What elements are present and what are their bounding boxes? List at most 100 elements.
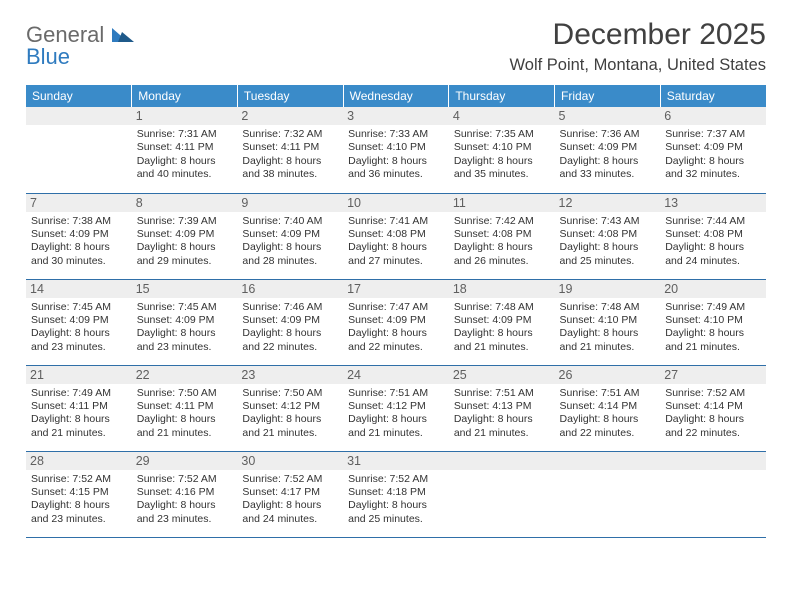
- day-detail-line: Daylight: 8 hours: [348, 241, 444, 254]
- day-number: [449, 452, 555, 470]
- day-detail-line: and 38 minutes.: [242, 168, 338, 181]
- month-title: December 2025: [510, 18, 767, 52]
- day-detail-line: and 27 minutes.: [348, 255, 444, 268]
- week-row: 7Sunrise: 7:38 AMSunset: 4:09 PMDaylight…: [26, 193, 766, 279]
- location-text: Wolf Point, Montana, United States: [510, 56, 767, 75]
- day-detail-line: Sunset: 4:09 PM: [137, 314, 233, 327]
- day-detail-line: Sunrise: 7:52 AM: [137, 473, 233, 486]
- day-number: 3: [343, 107, 449, 125]
- day-cell: 10Sunrise: 7:41 AMSunset: 4:08 PMDayligh…: [343, 193, 449, 279]
- day-detail-line: Sunset: 4:10 PM: [560, 314, 656, 327]
- day-detail-line: and 22 minutes.: [560, 427, 656, 440]
- day-number: 5: [555, 107, 661, 125]
- day-number: 28: [26, 452, 132, 470]
- day-details: Sunrise: 7:49 AMSunset: 4:10 PMDaylight:…: [665, 301, 761, 355]
- day-details: Sunrise: 7:32 AMSunset: 4:11 PMDaylight:…: [242, 128, 338, 182]
- day-cell: 30Sunrise: 7:52 AMSunset: 4:17 PMDayligh…: [237, 451, 343, 537]
- logo-text-block: General Blue: [26, 24, 134, 68]
- day-number: 22: [132, 366, 238, 384]
- day-details: Sunrise: 7:47 AMSunset: 4:09 PMDaylight:…: [348, 301, 444, 355]
- day-cell: 17 Sunrise: 7:47 AMSunset: 4:09 PMDayligh…: [343, 279, 449, 365]
- day-detail-line: Sunset: 4:15 PM: [31, 486, 127, 499]
- day-detail-line: and 26 minutes.: [454, 255, 550, 268]
- header: General Blue December 2025 Wolf Point, M…: [26, 18, 766, 75]
- day-detail-line: Sunset: 4:09 PM: [31, 314, 127, 327]
- day-detail-line: and 22 minutes.: [348, 341, 444, 354]
- day-details: Sunrise: 7:46 AMSunset: 4:09 PMDaylight:…: [242, 301, 338, 355]
- day-details: Sunrise: 7:39 AMSunset: 4:09 PMDaylight:…: [137, 215, 233, 269]
- day-cell: 28Sunrise: 7:52 AMSunset: 4:15 PMDayligh…: [26, 451, 132, 537]
- day-detail-line: Sunset: 4:11 PM: [242, 141, 338, 154]
- day-cell: 22Sunrise: 7:50 AMSunset: 4:11 PMDayligh…: [132, 365, 238, 451]
- day-cell: [449, 451, 555, 537]
- day-detail-line: and 24 minutes.: [665, 255, 761, 268]
- day-detail-line: and 25 minutes.: [348, 513, 444, 526]
- day-details: Sunrise: 7:41 AMSunset: 4:08 PMDaylight:…: [348, 215, 444, 269]
- day-detail-line: Sunrise: 7:47 AM: [348, 301, 444, 314]
- day-detail-line: Daylight: 8 hours: [348, 327, 444, 340]
- day-detail-line: Sunrise: 7:49 AM: [665, 301, 761, 314]
- day-details: Sunrise: 7:52 AMSunset: 4:16 PMDaylight:…: [137, 473, 233, 527]
- day-detail-line: Sunrise: 7:45 AM: [31, 301, 127, 314]
- day-header: Tuesday: [237, 85, 343, 107]
- week-row: 1Sunrise: 7:31 AMSunset: 4:11 PMDaylight…: [26, 107, 766, 193]
- day-detail-line: Sunset: 4:09 PM: [454, 314, 550, 327]
- day-details: Sunrise: 7:45 AMSunset: 4:09 PMDaylight:…: [137, 301, 233, 355]
- day-detail-line: Sunset: 4:08 PM: [560, 228, 656, 241]
- day-detail-line: Sunrise: 7:51 AM: [560, 387, 656, 400]
- day-cell: 2Sunrise: 7:32 AMSunset: 4:11 PMDaylight…: [237, 107, 343, 193]
- day-number: [660, 452, 766, 470]
- day-details: Sunrise: 7:52 AMSunset: 4:14 PMDaylight:…: [665, 387, 761, 441]
- day-details: Sunrise: 7:48 AMSunset: 4:09 PMDaylight:…: [454, 301, 550, 355]
- day-cell: 19Sunrise: 7:48 AMSunset: 4:10 PMDayligh…: [555, 279, 661, 365]
- day-detail-line: Daylight: 8 hours: [242, 413, 338, 426]
- day-number: 29: [132, 452, 238, 470]
- day-details: Sunrise: 7:49 AMSunset: 4:11 PMDaylight:…: [31, 387, 127, 441]
- day-detail-line: and 28 minutes.: [242, 255, 338, 268]
- day-detail-line: Sunrise: 7:42 AM: [454, 215, 550, 228]
- day-number: 9: [237, 194, 343, 212]
- day-detail-line: and 21 minutes.: [348, 427, 444, 440]
- day-detail-line: Sunrise: 7:35 AM: [454, 128, 550, 141]
- day-detail-line: Daylight: 8 hours: [137, 241, 233, 254]
- week-row: 21Sunrise: 7:49 AMSunset: 4:11 PMDayligh…: [26, 365, 766, 451]
- day-cell: 11Sunrise: 7:42 AMSunset: 4:08 PMDayligh…: [449, 193, 555, 279]
- day-details: Sunrise: 7:36 AMSunset: 4:09 PMDaylight:…: [560, 128, 656, 182]
- day-detail-line: Sunset: 4:11 PM: [137, 141, 233, 154]
- day-detail-line: Sunset: 4:09 PM: [665, 141, 761, 154]
- day-detail-line: Sunrise: 7:38 AM: [31, 215, 127, 228]
- day-detail-line: Daylight: 8 hours: [560, 241, 656, 254]
- day-detail-line: Daylight: 8 hours: [242, 241, 338, 254]
- day-detail-line: Sunset: 4:08 PM: [665, 228, 761, 241]
- day-detail-line: Daylight: 8 hours: [665, 155, 761, 168]
- day-detail-line: Daylight: 8 hours: [560, 327, 656, 340]
- day-detail-line: Sunset: 4:12 PM: [242, 400, 338, 413]
- day-cell: 25Sunrise: 7:51 AMSunset: 4:13 PMDayligh…: [449, 365, 555, 451]
- day-detail-line: Daylight: 8 hours: [31, 499, 127, 512]
- day-detail-line: Sunset: 4:16 PM: [137, 486, 233, 499]
- day-detail-line: Sunset: 4:10 PM: [348, 141, 444, 154]
- day-detail-line: and 21 minutes.: [31, 427, 127, 440]
- day-detail-line: Sunset: 4:09 PM: [242, 228, 338, 241]
- day-cell: [555, 451, 661, 537]
- day-detail-line: Sunset: 4:10 PM: [665, 314, 761, 327]
- day-detail-line: and 24 minutes.: [242, 513, 338, 526]
- day-header: Sunday: [26, 85, 132, 107]
- day-number: 17: [343, 280, 449, 298]
- day-detail-line: Sunset: 4:12 PM: [348, 400, 444, 413]
- day-detail-line: Sunset: 4:09 PM: [31, 228, 127, 241]
- day-detail-line: Daylight: 8 hours: [454, 241, 550, 254]
- title-block: December 2025 Wolf Point, Montana, Unite…: [510, 18, 767, 75]
- day-detail-line: Daylight: 8 hours: [454, 155, 550, 168]
- day-detail-line: and 23 minutes.: [31, 341, 127, 354]
- day-detail-line: Daylight: 8 hours: [31, 413, 127, 426]
- day-detail-line: Daylight: 8 hours: [242, 499, 338, 512]
- day-detail-line: and 29 minutes.: [137, 255, 233, 268]
- day-details: Sunrise: 7:51 AMSunset: 4:13 PMDaylight:…: [454, 387, 550, 441]
- day-detail-line: and 32 minutes.: [665, 168, 761, 181]
- day-details: Sunrise: 7:50 AMSunset: 4:12 PMDaylight:…: [242, 387, 338, 441]
- day-cell: 23Sunrise: 7:50 AMSunset: 4:12 PMDayligh…: [237, 365, 343, 451]
- day-detail-line: Sunset: 4:09 PM: [348, 314, 444, 327]
- day-detail-line: Sunrise: 7:33 AM: [348, 128, 444, 141]
- day-cell: 4Sunrise: 7:35 AMSunset: 4:10 PMDaylight…: [449, 107, 555, 193]
